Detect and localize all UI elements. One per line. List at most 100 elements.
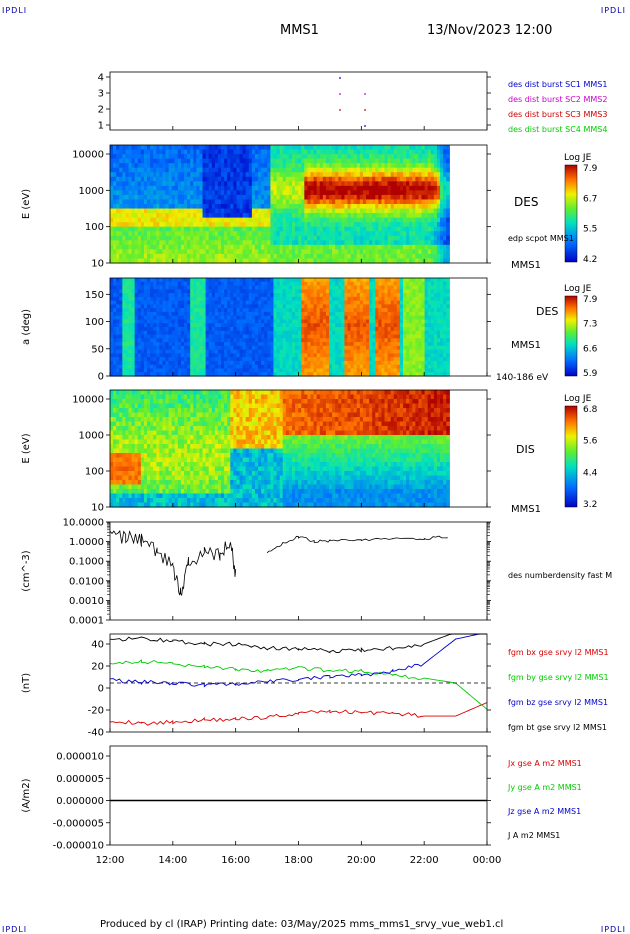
des-energy-spectrogram [233,145,238,151]
des-energy-spectrogram [116,163,120,169]
des-pitch-angle-spectrogram [276,319,281,324]
des-energy-spectrogram [359,190,364,196]
des-energy-spectrogram [128,190,133,196]
des-pitch-angle-spectrogram [347,308,352,313]
des-pitch-angle-spectrogram [230,334,234,339]
des-energy-spectrogram [221,194,225,201]
des-pitch-angle-spectrogram [239,319,244,324]
des-pitch-angle-spectrogram [217,278,222,283]
des-energy-spectrogram [224,181,228,187]
des-energy-spectrogram [245,235,250,241]
des-energy-spectrogram [430,258,435,264]
des-energy-spectrogram [316,235,321,241]
des-pitch-angle-spectrogram [298,323,302,328]
des-pitch-angle-spectrogram [282,368,287,373]
des-pitch-angle-spectrogram [110,342,114,347]
des-pitch-angle-spectrogram [116,364,120,370]
des-energy-spectrogram [433,154,438,160]
des-energy-spectrogram [325,222,330,228]
des-energy-spectrogram [446,231,450,237]
des-energy-spectrogram [150,199,154,205]
des-pitch-angle-spectrogram [180,327,185,332]
des-pitch-angle-spectrogram [140,281,145,287]
des-pitch-angle-spectrogram [147,278,151,283]
des-energy-spectrogram [406,226,410,232]
des-pitch-angle-spectrogram [304,323,309,328]
des-pitch-angle-spectrogram [325,315,330,321]
des-energy-spectrogram [122,199,127,205]
des-pitch-angle-spectrogram [168,304,173,309]
des-energy-spectrogram [421,181,426,187]
des-energy-spectrogram [285,244,290,250]
des-pitch-angle-spectrogram [276,338,281,343]
des-pitch-angle-spectrogram [119,308,123,313]
des-energy-spectrogram [153,240,157,246]
des-pitch-angle-spectrogram [236,311,241,317]
des-energy-spectrogram [211,194,216,201]
des-energy-spectrogram [273,217,278,223]
des-pitch-angle-spectrogram [325,334,330,339]
des-energy-spectrogram [221,145,225,151]
des-energy-spectrogram [131,213,136,219]
des-pitch-angle-spectrogram [125,364,130,370]
des-energy-spectrogram [165,204,170,210]
des-pitch-angle-spectrogram [245,289,250,294]
des-energy-spectrogram [242,163,247,169]
des-pitch-angle-spectrogram [245,311,250,317]
des-energy-spectrogram [430,181,435,187]
des-pitch-angle-spectrogram [248,342,253,347]
des-pitch-angle-spectrogram [248,293,253,298]
des-pitch-angle-spectrogram [165,368,170,373]
des-energy-spectrogram [248,190,253,196]
des-energy-spectrogram [390,244,395,250]
des-pitch-angle-spectrogram [288,315,293,321]
des-pitch-angle-spectrogram [122,323,127,328]
des-pitch-angle-spectrogram [162,327,167,332]
des-energy-spectrogram [205,213,210,219]
des-energy-spectrogram [168,240,173,246]
des-energy-spectrogram [193,231,197,237]
des-energy-spectrogram [353,194,358,201]
des-energy-spectrogram [125,240,130,246]
des-pitch-angle-spectrogram [329,349,333,354]
des-energy-spectrogram [156,213,160,219]
des-pitch-angle-spectrogram [319,368,324,373]
des-energy-spectrogram [440,199,444,205]
des-energy-spectrogram [412,163,416,169]
des-pitch-angle-spectrogram [230,364,234,370]
des-pitch-angle-spectrogram [258,319,262,324]
des-pitch-angle-spectrogram [113,281,117,287]
des-energy-spectrogram [347,226,352,232]
des-pitch-angle-spectrogram [353,311,358,317]
des-energy-spectrogram [446,145,450,151]
des-pitch-angle-spectrogram [131,319,136,324]
des-pitch-angle-spectrogram [137,360,142,366]
des-energy-spectrogram [366,199,370,205]
des-pitch-angle-spectrogram [171,308,176,313]
des-energy-spectrogram [362,253,367,260]
des-pitch-angle-spectrogram [307,334,312,339]
des-energy-spectrogram [338,154,342,160]
des-energy-spectrogram [236,158,241,164]
des-energy-spectrogram [162,226,167,232]
des-pitch-angle-spectrogram [270,278,275,283]
des-energy-spectrogram [313,158,318,164]
des-energy-spectrogram [211,158,216,164]
des-energy-spectrogram [119,185,123,191]
des-pitch-angle-spectrogram [221,281,225,287]
des-energy-spectrogram [248,199,253,205]
des-pitch-angle-spectrogram [261,304,265,309]
des-pitch-angle-spectrogram [270,334,275,339]
des-energy-spectrogram [304,258,309,264]
des-pitch-angle-spectrogram [177,330,182,336]
des-energy-spectrogram [362,158,367,164]
des-pitch-angle-spectrogram [276,300,281,305]
des-energy-spectrogram [264,145,268,151]
des-energy-spectrogram [205,217,210,223]
des-pitch-angle-spectrogram [359,345,364,351]
des-pitch-angle-spectrogram [208,289,213,294]
des-energy-spectrogram [162,222,167,228]
des-pitch-angle-spectrogram [131,281,136,287]
des-pitch-angle-spectrogram [171,315,176,321]
des-pitch-angle-spectrogram [273,357,278,362]
